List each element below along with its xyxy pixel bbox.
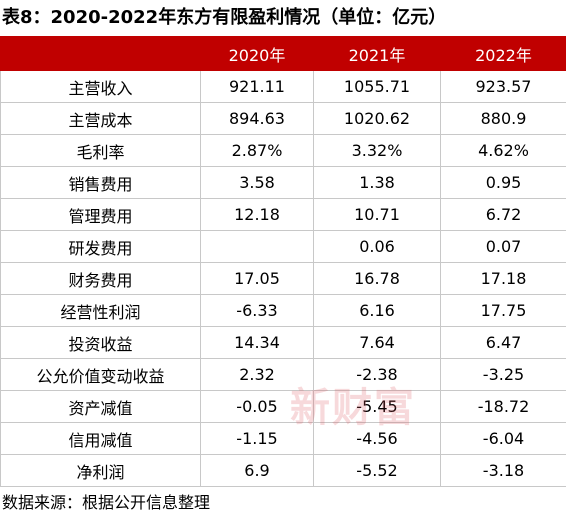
cell: 6.9	[200, 454, 314, 487]
cell: 0.07	[440, 230, 566, 263]
cell: 4.62%	[440, 134, 566, 167]
cell: 6.47	[440, 326, 566, 359]
row-label: 信用减值	[0, 422, 201, 455]
cell: 3.32%	[313, 134, 441, 167]
cell: 2.32	[200, 358, 314, 391]
table-row: 资产减值 -0.05 -5.45 -18.72	[0, 390, 566, 423]
cell: 880.9	[440, 102, 566, 135]
cell: -0.05	[200, 390, 314, 423]
cell: 923.57	[440, 70, 566, 103]
row-label: 销售费用	[0, 166, 201, 199]
cell: -5.45	[313, 390, 441, 423]
title: 表8：2020-2022年东方有限盈利情况（单位：亿元）	[2, 7, 447, 28]
row-label: 管理费用	[0, 198, 201, 231]
row-label: 财务费用	[0, 262, 201, 295]
cell: 17.18	[440, 262, 566, 295]
table-row: 毛利率 2.87% 3.32% 4.62%	[0, 134, 566, 167]
table-row: 经营性利润 -6.33 6.16 17.75	[0, 294, 566, 327]
header-cell: 2020年	[200, 36, 314, 71]
table-body: 2020年 2021年 2022年 主营收入 921.11 1055.71 923.57 主营…	[0, 36, 566, 487]
cell: 0.06	[313, 230, 441, 263]
table-row: 净利润 6.9 -5.52 -3.18	[0, 454, 566, 487]
cell: 10.71	[313, 198, 441, 231]
table-row: 公允价值变动收益 2.32 -2.38 -3.25	[0, 358, 566, 391]
cell: 16.78	[313, 262, 441, 295]
cell: -4.56	[313, 422, 441, 455]
row-label: 研发费用	[0, 230, 201, 263]
cell: 0.95	[440, 166, 566, 199]
cell: -3.25	[440, 358, 566, 391]
cell: 7.64	[313, 326, 441, 359]
table-row: 信用减值 -1.15 -4.56 -6.04	[0, 422, 566, 455]
row-label: 投资收益	[0, 326, 201, 359]
row-label: 主营收入	[0, 70, 201, 103]
header-corner	[0, 36, 201, 71]
cell: 1055.71	[313, 70, 441, 103]
table-row: 销售费用 3.58 1.38 0.95	[0, 166, 566, 199]
cell: -2.38	[313, 358, 441, 391]
table-row: 管理费用 12.18 10.71 6.72	[0, 198, 566, 231]
cell	[200, 230, 314, 263]
cell: -18.72	[440, 390, 566, 423]
header-cell: 2022年	[440, 36, 566, 71]
row-label: 公允价值变动收益	[0, 358, 201, 391]
cell: 6.72	[440, 198, 566, 231]
cell: -6.04	[440, 422, 566, 455]
cell: 3.58	[200, 166, 314, 199]
cell: 1020.62	[313, 102, 441, 135]
cell: 17.75	[440, 294, 566, 327]
header-row: 2020年 2021年 2022年	[0, 36, 566, 71]
cell: -3.18	[440, 454, 566, 487]
cell: -1.15	[200, 422, 314, 455]
row-label: 毛利率	[0, 134, 201, 167]
cell: 894.63	[200, 102, 314, 135]
cell: 921.11	[200, 70, 314, 103]
cell: 12.18	[200, 198, 314, 231]
source-note: 数据来源：根据公开信息整理	[2, 493, 211, 512]
cell: 2.87%	[200, 134, 314, 167]
table-row: 主营成本 894.63 1020.62 880.9	[0, 102, 566, 135]
cell: 14.34	[200, 326, 314, 359]
row-label: 主营成本	[0, 102, 201, 135]
table-row: 研发费用 0.06 0.07	[0, 230, 566, 263]
table-row: 投资收益 14.34 7.64 6.47	[0, 326, 566, 359]
data-table: 2020年 2021年 2022年 主营收入 921.11 1055.71 923.57 主营…	[0, 36, 566, 487]
header-cell: 2021年	[313, 36, 441, 71]
cell: 6.16	[313, 294, 441, 327]
cell: 1.38	[313, 166, 441, 199]
cell: 17.05	[200, 262, 314, 295]
table-row: 财务费用 17.05 16.78 17.18	[0, 262, 566, 295]
table-row: 主营收入 921.11 1055.71 923.57	[0, 70, 566, 103]
row-label: 净利润	[0, 454, 201, 487]
cell: -5.52	[313, 454, 441, 487]
cell: -6.33	[200, 294, 314, 327]
row-label: 经营性利润	[0, 294, 201, 327]
row-label: 资产减值	[0, 390, 201, 423]
